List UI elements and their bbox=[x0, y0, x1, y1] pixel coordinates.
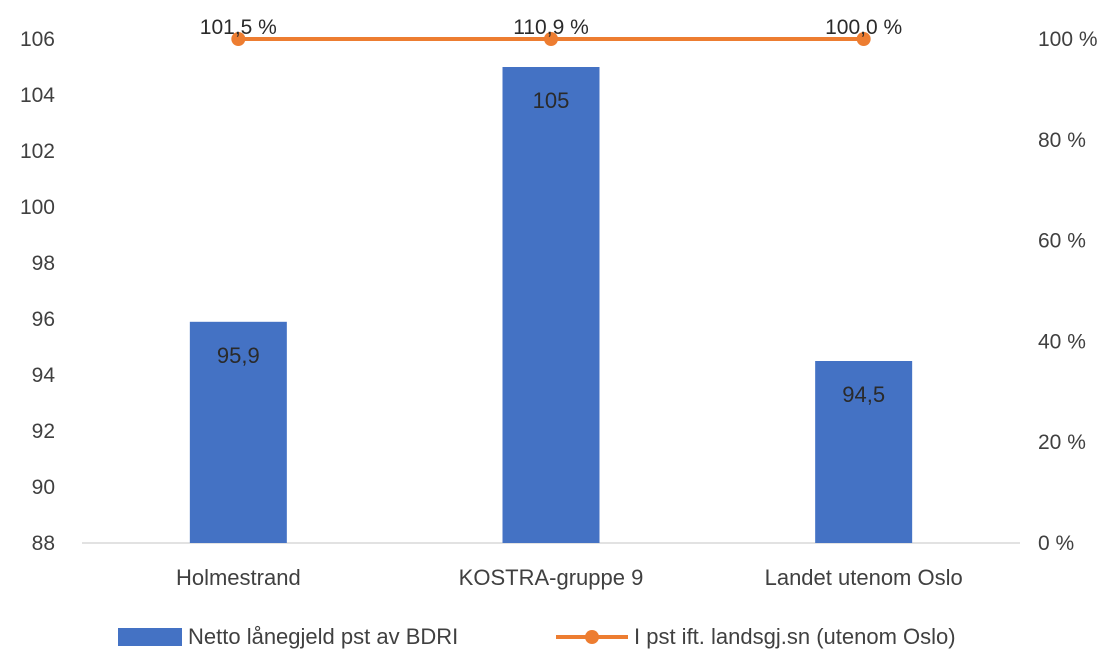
right-tick-label: 80 % bbox=[1038, 129, 1086, 152]
left-tick-label: 98 bbox=[32, 252, 55, 275]
left-tick-label: 96 bbox=[32, 308, 55, 331]
legend-item-line[interactable]: I pst ift. landsgj.sn (utenom Oslo) bbox=[556, 624, 956, 650]
right-tick-label: 100 % bbox=[1038, 28, 1098, 51]
right-tick-label: 20 % bbox=[1038, 431, 1086, 454]
legend-line-swatch bbox=[556, 628, 628, 646]
x-axis-categories: Holmestrand KOSTRA-gruppe 9 Landet utenom … bbox=[176, 565, 963, 590]
left-tick-label: 102 bbox=[20, 140, 55, 163]
left-tick-label: 106 bbox=[20, 28, 55, 51]
left-y-axis: 88 90 92 94 96 98 100 102 104 106 bbox=[20, 28, 55, 555]
line-data-label: 100,0 % bbox=[825, 16, 902, 39]
bar-data-label: 95,9 bbox=[217, 343, 260, 368]
left-tick-label: 100 bbox=[20, 196, 55, 219]
left-tick-label: 90 bbox=[32, 476, 55, 499]
line-point bbox=[544, 32, 558, 46]
left-tick-label: 104 bbox=[20, 84, 55, 107]
bar-data-label: 105 bbox=[533, 88, 570, 113]
category-label: Holmestrand bbox=[176, 565, 301, 590]
category-label: KOSTRA-gruppe 9 bbox=[459, 565, 644, 590]
line-data-label: 110,9 % bbox=[513, 16, 589, 39]
bar-data-label: 94,5 bbox=[842, 382, 885, 407]
line-series: 101,5 % 110,9 % 100,0 % bbox=[200, 16, 902, 46]
left-tick-label: 94 bbox=[32, 364, 56, 387]
legend-bar-swatch bbox=[118, 628, 182, 646]
line-data-label: 101,5 % bbox=[200, 16, 277, 39]
legend: Netto lånegjeld pst av BDRI I pst ift. l… bbox=[0, 618, 1109, 652]
combo-chart: 88 90 92 94 96 98 100 102 104 106 0 % 20 % 40 % 60 %… bbox=[20, 16, 1098, 590]
right-tick-label: 60 % bbox=[1038, 230, 1086, 253]
right-y-axis: 0 % 20 % 40 % 60 % 80 % 100 % bbox=[1038, 28, 1098, 555]
legend-label-bar: Netto lånegjeld pst av BDRI bbox=[188, 624, 459, 649]
bar bbox=[815, 361, 913, 543]
left-tick-label: 88 bbox=[32, 532, 55, 555]
line-point bbox=[231, 32, 246, 46]
bar bbox=[502, 67, 600, 543]
line-point bbox=[856, 32, 871, 46]
bar bbox=[189, 321, 287, 543]
right-tick-label: 0 % bbox=[1038, 532, 1074, 555]
bar-series: 95,9 105 94,5 bbox=[189, 67, 913, 543]
left-tick-label: 92 bbox=[32, 420, 55, 443]
category-label: Landet utenom Oslo bbox=[765, 565, 963, 590]
right-tick-label: 40 % bbox=[1038, 330, 1086, 353]
legend-label-line: I pst ift. landsgj.sn (utenom Oslo) bbox=[634, 624, 956, 649]
legend-item-bar[interactable]: Netto lånegjeld pst av BDRI bbox=[118, 624, 458, 650]
